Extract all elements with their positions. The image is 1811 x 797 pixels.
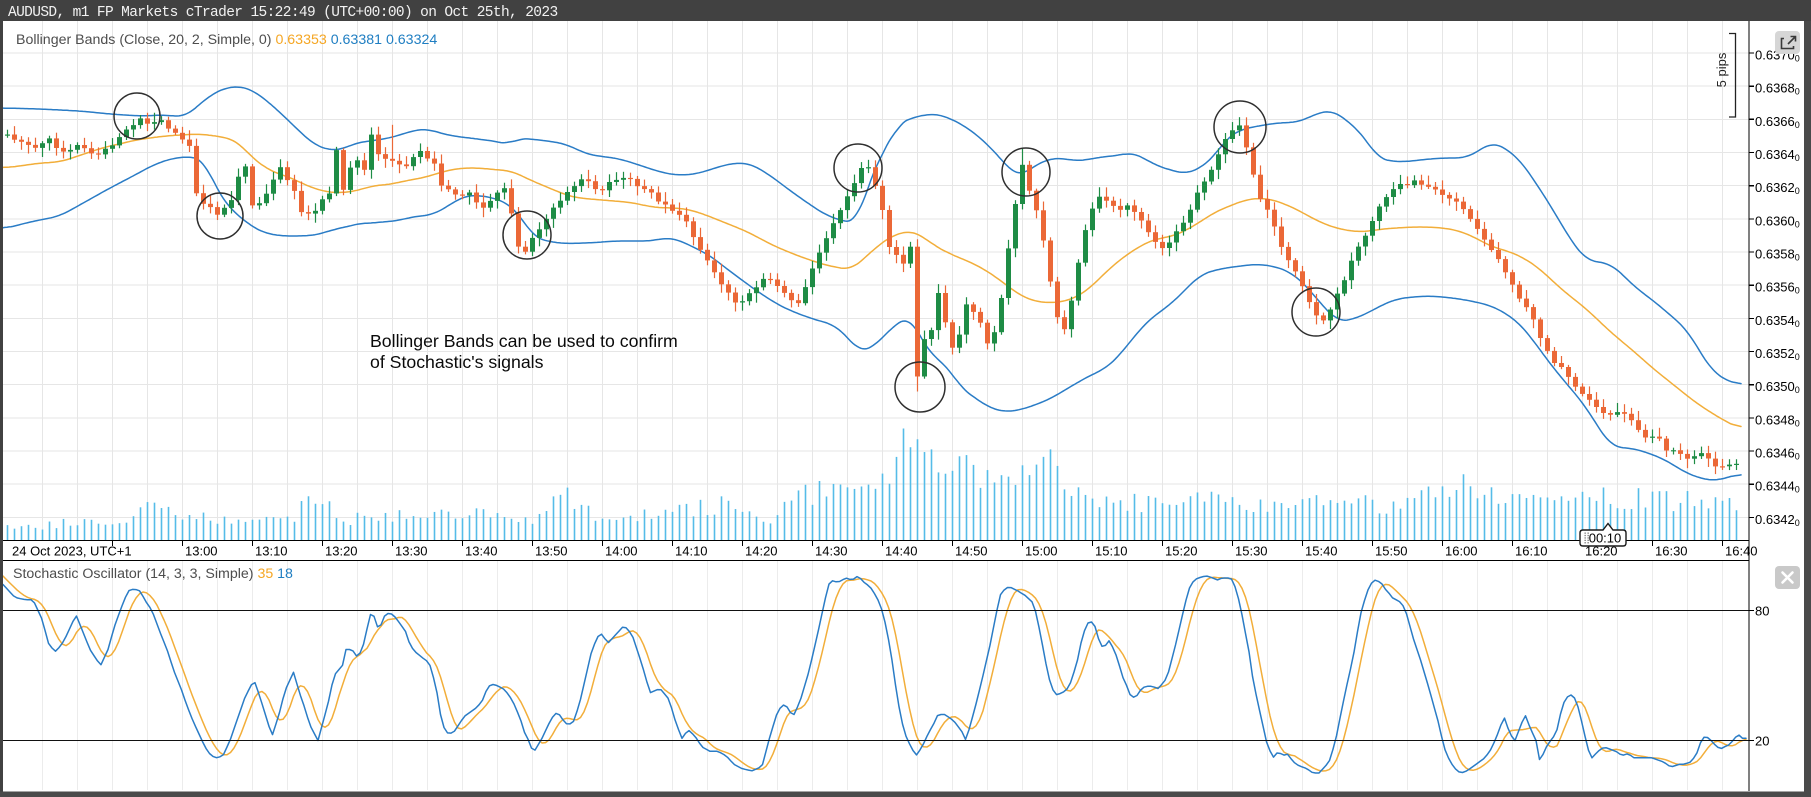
svg-text:13:30: 13:30 <box>395 544 428 559</box>
svg-text:0.63560: 0.63560 <box>1755 280 1800 296</box>
svg-text:16:00: 16:00 <box>1445 544 1478 559</box>
svg-text:14:00: 14:00 <box>605 544 638 559</box>
svg-text:0.63680: 0.63680 <box>1755 81 1800 97</box>
svg-text:15:10: 15:10 <box>1095 544 1128 559</box>
svg-text:Bollinger Bands (Close, 20, 2,: Bollinger Bands (Close, 20, 2, Simple, 0… <box>16 32 437 48</box>
svg-text:16:30: 16:30 <box>1655 544 1688 559</box>
svg-text:5 pips: 5 pips <box>1714 52 1729 87</box>
svg-text:0.63480: 0.63480 <box>1755 412 1800 428</box>
svg-text:14:30: 14:30 <box>815 544 848 559</box>
svg-text:00:10: 00:10 <box>1589 531 1622 546</box>
svg-text:0.63660: 0.63660 <box>1755 114 1800 130</box>
svg-text:20: 20 <box>1755 734 1769 749</box>
svg-text:13:50: 13:50 <box>535 544 568 559</box>
svg-text:Bollinger Bands can be used to: Bollinger Bands can be used to confirm <box>370 331 678 351</box>
svg-text:15:40: 15:40 <box>1305 544 1338 559</box>
svg-text:13:20: 13:20 <box>325 544 358 559</box>
svg-text:0.63600: 0.63600 <box>1755 213 1800 229</box>
svg-text:14:20: 14:20 <box>745 544 778 559</box>
svg-text:24 Oct 2023, UTC+1: 24 Oct 2023, UTC+1 <box>12 544 132 559</box>
svg-text:80: 80 <box>1755 604 1769 619</box>
svg-text:15:50: 15:50 <box>1375 544 1408 559</box>
svg-text:0.63520: 0.63520 <box>1755 346 1800 362</box>
svg-text:13:00: 13:00 <box>185 544 218 559</box>
svg-text:15:30: 15:30 <box>1235 544 1268 559</box>
svg-text:16:20: 16:20 <box>1585 544 1618 559</box>
svg-text:0.63640: 0.63640 <box>1755 147 1800 163</box>
svg-text:0.63440: 0.63440 <box>1755 479 1800 495</box>
svg-text:14:50: 14:50 <box>955 544 988 559</box>
svg-text:15:20: 15:20 <box>1165 544 1198 559</box>
svg-text:14:10: 14:10 <box>675 544 708 559</box>
svg-text:16:40: 16:40 <box>1725 544 1758 559</box>
svg-text:0.63500: 0.63500 <box>1755 379 1800 395</box>
svg-text:AUDUSD, m1 FP Markets cTrader: AUDUSD, m1 FP Markets cTrader 15:22:49 (… <box>8 5 558 21</box>
svg-text:of Stochastic's signals: of Stochastic's signals <box>370 352 544 372</box>
svg-text:Stochastic Oscillator (14, 3,: Stochastic Oscillator (14, 3, 3, Simple)… <box>13 566 293 582</box>
svg-text:0.63620: 0.63620 <box>1755 180 1800 196</box>
svg-text:16:10: 16:10 <box>1515 544 1548 559</box>
svg-text:15:00: 15:00 <box>1025 544 1058 559</box>
svg-text:14:40: 14:40 <box>885 544 918 559</box>
svg-text:13:10: 13:10 <box>255 544 288 559</box>
svg-text:0.63460: 0.63460 <box>1755 446 1800 462</box>
svg-text:13:40: 13:40 <box>465 544 498 559</box>
svg-text:0.63540: 0.63540 <box>1755 313 1800 329</box>
svg-text:0.63580: 0.63580 <box>1755 247 1800 263</box>
svg-text:0.63420: 0.63420 <box>1755 512 1800 528</box>
